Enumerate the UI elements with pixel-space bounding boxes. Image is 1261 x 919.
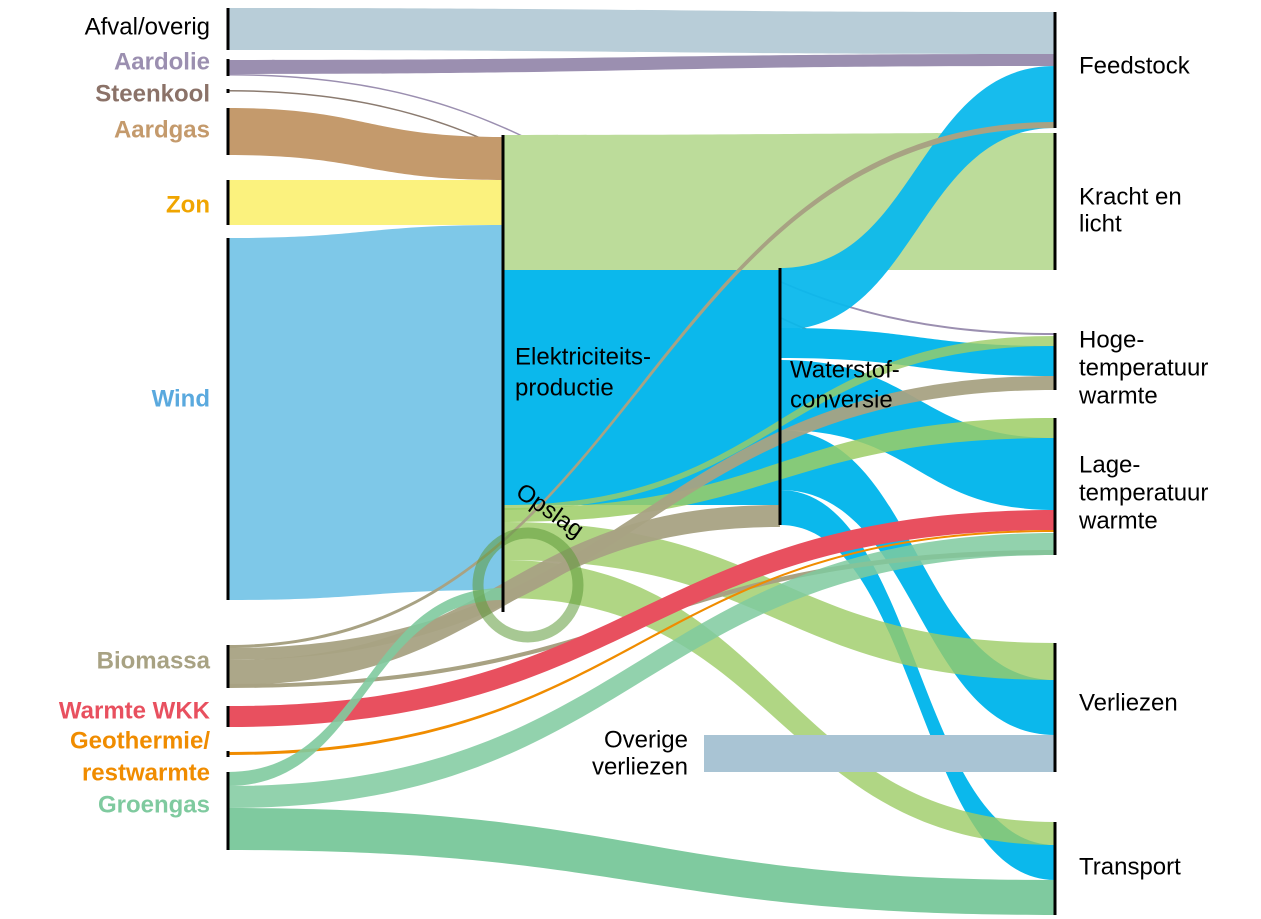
source-label: Zon (166, 191, 210, 218)
use-label: Lage- (1079, 451, 1140, 478)
use-label: Verliezen (1079, 689, 1178, 716)
overige-verliezen-flow (704, 735, 1055, 772)
flow (228, 510, 1055, 727)
source-label: Warmte WKK (59, 697, 211, 724)
flow (780, 490, 1055, 880)
conversion-label: productie (515, 374, 614, 401)
use-label: Transport (1079, 853, 1181, 880)
use-label: Kracht en (1079, 183, 1182, 210)
source-label: Aardgas (114, 116, 210, 143)
flow (228, 225, 503, 600)
source-label: Afval/overig (85, 13, 210, 40)
source-label: Steenkool (95, 80, 210, 107)
conversion-label: Waterstof- (790, 356, 900, 383)
use-label: warmte (1078, 507, 1158, 534)
source-labels: Afval/overig Aardolie Steenkool Aardgas … (59, 13, 211, 818)
use-label: temperatuur (1079, 479, 1208, 506)
flow (228, 8, 1055, 54)
flow (228, 108, 503, 180)
flows (228, 8, 1055, 915)
source-label: restwarmte (82, 759, 210, 786)
flow (503, 133, 1055, 270)
use-labels: Feedstock Kracht en licht Hoge- temperat… (1078, 52, 1208, 880)
use-label: warmte (1078, 382, 1158, 409)
conversion-label: conversie (790, 386, 893, 413)
source-label: Biomassa (97, 647, 211, 674)
flow (228, 530, 1055, 755)
use-label: temperatuur (1079, 354, 1208, 381)
use-label: licht (1079, 210, 1122, 237)
flow (503, 560, 1055, 845)
flow (228, 180, 503, 225)
use-label: Hoge- (1079, 326, 1144, 353)
conversion-labels: Elektriciteits- productie Waterstof- con… (511, 343, 900, 780)
flow (228, 588, 503, 786)
conversion-label: Overige (604, 726, 688, 753)
flow (780, 328, 1055, 376)
flow (228, 376, 1055, 660)
source-label: Groengas (98, 791, 210, 818)
source-label: Wind (152, 385, 210, 412)
opslag-loop (472, 527, 584, 643)
conversion-label: verliezen (592, 753, 688, 780)
flow (228, 533, 1055, 808)
flow (228, 54, 1055, 74)
node-bars (226, 8, 1057, 915)
flow (228, 122, 1055, 648)
conversion-label: Elektriciteits- (515, 343, 651, 370)
source-label: Aardolie (114, 48, 210, 75)
flow (228, 808, 1055, 915)
use-label: Feedstock (1079, 52, 1191, 79)
source-label: Geothermie/ (70, 727, 210, 754)
